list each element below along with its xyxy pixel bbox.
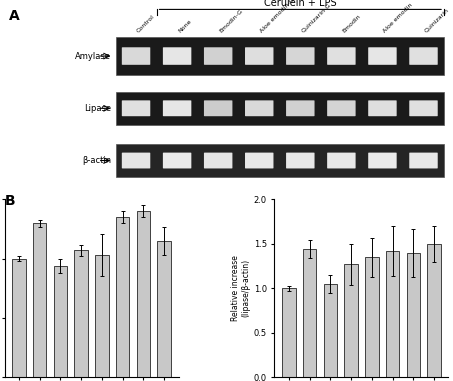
Bar (137, 211, 150, 377)
FancyBboxPatch shape (245, 153, 274, 168)
Bar (116, 217, 130, 377)
Bar (157, 241, 171, 377)
FancyBboxPatch shape (409, 153, 438, 168)
Bar (12, 259, 26, 377)
FancyBboxPatch shape (327, 100, 356, 116)
Bar (427, 244, 441, 377)
FancyBboxPatch shape (122, 153, 150, 168)
FancyBboxPatch shape (368, 153, 397, 168)
Text: Lipase: Lipase (84, 104, 111, 113)
FancyBboxPatch shape (286, 153, 314, 168)
Text: Emodin: Emodin (342, 13, 361, 34)
Bar (406, 253, 420, 377)
Text: Amylase: Amylase (75, 51, 111, 61)
Bar (323, 284, 337, 377)
Bar (54, 266, 67, 377)
FancyBboxPatch shape (116, 37, 444, 75)
FancyBboxPatch shape (122, 100, 150, 116)
FancyBboxPatch shape (122, 47, 150, 65)
Text: Aloe emodin: Aloe emodin (382, 2, 414, 34)
Bar (74, 250, 88, 377)
Text: Quinizarin-G: Quinizarin-G (300, 2, 332, 34)
Text: None: None (177, 18, 193, 34)
FancyBboxPatch shape (204, 100, 232, 116)
Bar (386, 251, 399, 377)
FancyBboxPatch shape (409, 47, 438, 65)
FancyBboxPatch shape (204, 47, 232, 65)
Text: β-actin: β-actin (82, 156, 111, 165)
FancyBboxPatch shape (116, 91, 444, 125)
FancyBboxPatch shape (368, 100, 397, 116)
Bar (344, 264, 358, 377)
Bar (303, 249, 316, 377)
Bar (95, 255, 109, 377)
Text: B: B (5, 194, 15, 208)
Text: Control: Control (136, 14, 156, 34)
Text: Cerulein + LPS: Cerulein + LPS (264, 0, 337, 8)
FancyBboxPatch shape (163, 47, 191, 65)
FancyBboxPatch shape (286, 100, 314, 116)
Text: Emodin-G: Emodin-G (218, 8, 244, 34)
FancyBboxPatch shape (116, 144, 444, 177)
FancyBboxPatch shape (163, 153, 191, 168)
Y-axis label: Relative increase
(lipase/β-actin): Relative increase (lipase/β-actin) (231, 255, 251, 321)
Bar (282, 288, 296, 377)
FancyBboxPatch shape (327, 47, 356, 65)
FancyBboxPatch shape (204, 153, 232, 168)
FancyBboxPatch shape (245, 100, 274, 116)
FancyBboxPatch shape (368, 47, 397, 65)
FancyBboxPatch shape (286, 47, 314, 65)
Text: Aloe emodin-G: Aloe emodin-G (259, 0, 296, 34)
FancyBboxPatch shape (245, 47, 274, 65)
Bar (365, 257, 379, 377)
Bar (33, 223, 47, 377)
Text: A: A (9, 10, 20, 23)
FancyBboxPatch shape (163, 100, 191, 116)
Text: Quinizarin: Quinizarin (424, 8, 450, 34)
FancyBboxPatch shape (327, 153, 356, 168)
FancyBboxPatch shape (409, 100, 438, 116)
